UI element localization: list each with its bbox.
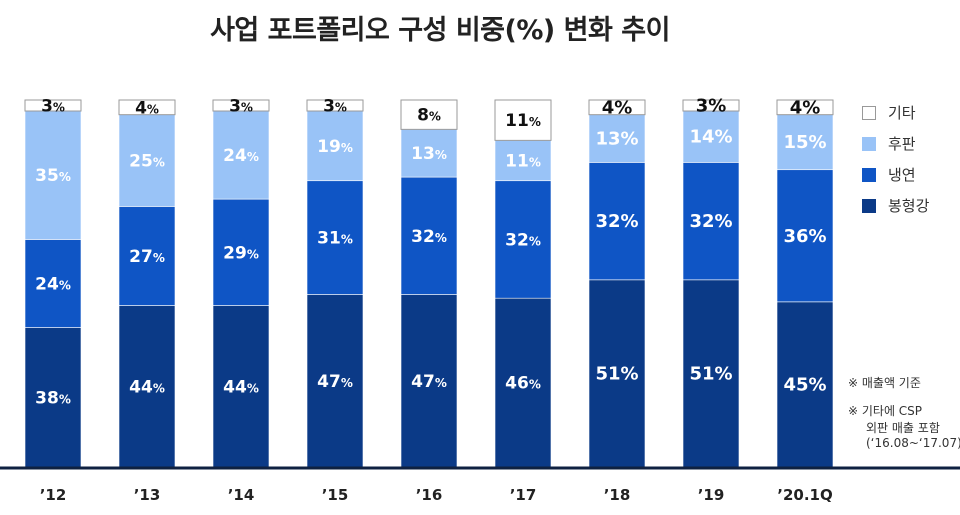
x-tick-1: ’12 — [40, 486, 67, 504]
bar-4-1 — [24, 99, 82, 112]
legend-swatch-cold-rolled — [862, 168, 876, 182]
data-label-3-3: 24% — [223, 146, 259, 166]
x-tick-6: ’17 — [510, 486, 537, 504]
bar-4-4 — [306, 99, 364, 112]
data-label-1-5: 47% — [411, 372, 447, 392]
bar-4-2 — [118, 99, 176, 116]
bar-4-3 — [212, 99, 270, 112]
bar-1-1 — [24, 327, 82, 468]
note-csp-line1: ※ 기타에 CSP — [848, 404, 923, 418]
bar-4-7 — [588, 99, 646, 116]
chart-title: 사업 포트폴리오 구성 비중(%) 변화 추이 — [210, 15, 670, 46]
data-label-1-3: 44% — [223, 377, 259, 397]
labels-layer: 38% 24% 35% 3% 44% 27% 25% 4% 44% 29% 24% 3% 47% 31% 1… — [35, 96, 826, 409]
bar-3-5 — [400, 129, 458, 178]
x-tick-3: ’14 — [228, 486, 255, 504]
data-label-3-1: 35% — [35, 166, 71, 186]
bar-2-4 — [306, 180, 364, 295]
bar-1-6 — [494, 297, 552, 468]
bar-1-8 — [682, 279, 740, 468]
note-csp-line2: 외판 매출 포함 — [866, 421, 940, 435]
x-tick-5: ’16 — [416, 486, 443, 504]
bar-3-6 — [494, 140, 552, 182]
x-tick-9: ’20.1Q — [777, 486, 832, 504]
x-tick-labels: ’12 ’13 ’14 ’15 ’16 ’17 ’18 ’19 ’20.1Q — [40, 486, 833, 504]
bar-4-5 — [400, 99, 458, 130]
bars-layer — [24, 99, 834, 468]
bar-2-2 — [118, 206, 176, 306]
data-label-2-2: 27% — [129, 247, 165, 267]
legend-swatch-long-products — [862, 199, 876, 213]
bar-2-9 — [776, 169, 834, 303]
legend-swatch-other — [862, 106, 876, 120]
bar-1-7 — [588, 279, 646, 468]
x-tick-8: ’19 — [698, 486, 725, 504]
bar-2-6 — [494, 180, 552, 299]
legend-label-other: 기타 — [888, 104, 916, 122]
data-label-1-4: 47% — [317, 372, 353, 392]
data-label-3-7: 13% — [595, 129, 638, 150]
legend-label-plate: 후판 — [888, 135, 916, 153]
bar-3-8 — [682, 110, 740, 163]
data-label-4-6: 11% — [505, 111, 541, 131]
data-label-2-9: 36% — [783, 226, 826, 247]
data-label-4-5: 8% — [417, 106, 441, 126]
data-label-1-2: 44% — [129, 377, 165, 397]
x-tick-4: ’15 — [322, 486, 349, 504]
note-csp-line3: (‘16.08~‘17.07) — [866, 436, 960, 450]
data-label-2-1: 24% — [35, 275, 71, 295]
data-label-4-2: 4% — [135, 98, 159, 118]
bar-3-7 — [588, 114, 646, 163]
bar-4-9 — [776, 99, 834, 116]
data-label-1-1: 38% — [35, 388, 71, 408]
bar-3-3 — [212, 110, 270, 200]
data-label-3-8: 14% — [689, 127, 732, 148]
legend-label-long-products: 봉형강 — [888, 197, 930, 215]
data-label-2-4: 31% — [317, 229, 353, 249]
x-tick-7: ’18 — [604, 486, 631, 504]
data-label-2-3: 29% — [223, 243, 259, 263]
data-label-4-1: 3% — [41, 97, 65, 117]
bar-2-8 — [682, 162, 740, 281]
legend-label-cold-rolled: 냉연 — [888, 166, 916, 184]
data-label-2-5: 32% — [411, 227, 447, 247]
bar-4-8 — [682, 99, 740, 112]
data-label-2-8: 32% — [689, 211, 732, 232]
data-label-4-4: 3% — [323, 97, 347, 117]
data-label-4-9: 4% — [790, 97, 821, 118]
bar-4-6 — [494, 99, 552, 141]
data-label-4-8: 3% — [696, 96, 727, 117]
data-label-3-9: 15% — [783, 132, 826, 153]
bar-3-2 — [118, 114, 176, 207]
data-label-2-7: 32% — [595, 211, 638, 232]
data-label-3-4: 19% — [317, 137, 353, 157]
bar-2-5 — [400, 176, 458, 295]
data-label-1-7: 51% — [595, 363, 638, 384]
data-label-3-5: 13% — [411, 144, 447, 164]
data-label-1-9: 45% — [783, 374, 826, 395]
data-label-1-6: 46% — [505, 374, 541, 394]
bar-1-4 — [306, 294, 364, 468]
bar-2-3 — [212, 198, 270, 306]
data-label-3-2: 25% — [129, 152, 165, 172]
x-tick-2: ’13 — [134, 486, 161, 504]
legend-swatch-plate — [862, 137, 876, 151]
bar-1-5 — [400, 294, 458, 468]
data-label-2-6: 32% — [505, 230, 541, 250]
data-label-4-7: 4% — [602, 97, 633, 118]
note-sales-basis: ※ 매출액 기준 — [848, 376, 921, 390]
bar-3-4 — [306, 110, 364, 182]
data-label-3-6: 11% — [505, 152, 541, 172]
bar-2-7 — [588, 162, 646, 281]
data-label-1-8: 51% — [689, 363, 732, 384]
bar-3-1 — [24, 110, 82, 240]
data-label-4-3: 3% — [229, 97, 253, 117]
